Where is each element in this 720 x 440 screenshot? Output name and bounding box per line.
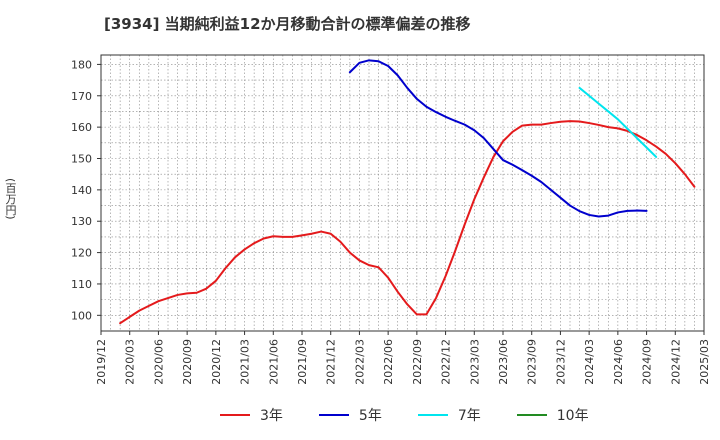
series-layer <box>119 59 696 325</box>
legend-swatch <box>417 414 448 416</box>
grid-layer <box>100 55 705 332</box>
legend-swatch <box>516 414 547 416</box>
legend-swatch <box>220 414 250 416</box>
legend-label: 3年 <box>260 408 283 424</box>
legend-item: 5年 <box>318 405 382 425</box>
x-tick-label: 2024/12 <box>669 339 682 385</box>
legend: 3年 5年 7年 10年 <box>220 403 625 427</box>
legend-label: 10年 <box>556 408 589 424</box>
y-tick-label: 100 <box>71 309 92 322</box>
legend-item: 3年 <box>220 405 283 425</box>
x-tick-label: 2021/03 <box>239 339 252 385</box>
y-tick-label: 120 <box>71 247 92 260</box>
y-tick-label: 130 <box>71 215 92 228</box>
legend-label: 5年 <box>358 408 382 424</box>
x-tick-label: 2023/03 <box>468 339 481 385</box>
y-tick-label: 150 <box>71 153 92 166</box>
y-axis-label-wrap: (百万円) <box>2 178 28 238</box>
x-tick-label: 2020/09 <box>181 339 194 385</box>
x-tick-label: 2021/09 <box>296 339 309 385</box>
x-tick-label: 2023/09 <box>526 339 539 385</box>
x-tick-label: 2023/06 <box>497 339 510 385</box>
legend-item: 10年 <box>516 405 589 425</box>
x-tick-label: 2023/12 <box>554 339 567 385</box>
x-tick-labels: 2019/12 2020/03 2020/06 2020/09 2020/12 2021/… <box>95 331 711 385</box>
y-tick-label: 140 <box>71 184 92 197</box>
x-tick-label: 2020/12 <box>210 339 223 385</box>
legend-item: 7年 <box>417 405 481 425</box>
y-tick-label: 180 <box>71 58 92 71</box>
legend-label: 7年 <box>457 408 481 424</box>
y-tick-labels: 100 110 120 130 140 150 160 170 180 <box>71 58 101 322</box>
x-tick-label: 2019/12 <box>95 339 108 385</box>
y-tick-label: 110 <box>71 278 92 291</box>
x-tick-label: 2022/06 <box>382 339 395 385</box>
series-line-5年 <box>348 59 648 218</box>
x-tick-label: 2021/12 <box>325 339 338 385</box>
x-tick-label: 2020/06 <box>152 339 165 385</box>
legend-swatch <box>318 414 349 416</box>
chart-title: [3934] 当期純利益12か月移動合計の標準偏差の推移 <box>104 15 471 33</box>
y-axis-label: (百万円) <box>4 178 17 220</box>
x-tick-label: 2022/09 <box>411 339 424 385</box>
x-tick-label: 2021/06 <box>267 339 280 385</box>
x-tick-label: 2022/03 <box>353 339 366 385</box>
x-tick-label: 2022/12 <box>440 339 453 385</box>
x-tick-label: 2025/03 <box>698 339 711 385</box>
x-tick-label: 2024/06 <box>612 339 625 385</box>
series-line-3年 <box>119 120 696 325</box>
plot-frame <box>100 54 705 332</box>
series-line-7年 <box>578 86 658 158</box>
y-tick-label: 160 <box>71 121 92 134</box>
x-tick-label: 2024/03 <box>583 339 596 385</box>
y-tick-label: 170 <box>71 90 92 103</box>
x-tick-label: 2024/09 <box>641 339 654 385</box>
x-tick-label: 2020/03 <box>124 339 137 385</box>
